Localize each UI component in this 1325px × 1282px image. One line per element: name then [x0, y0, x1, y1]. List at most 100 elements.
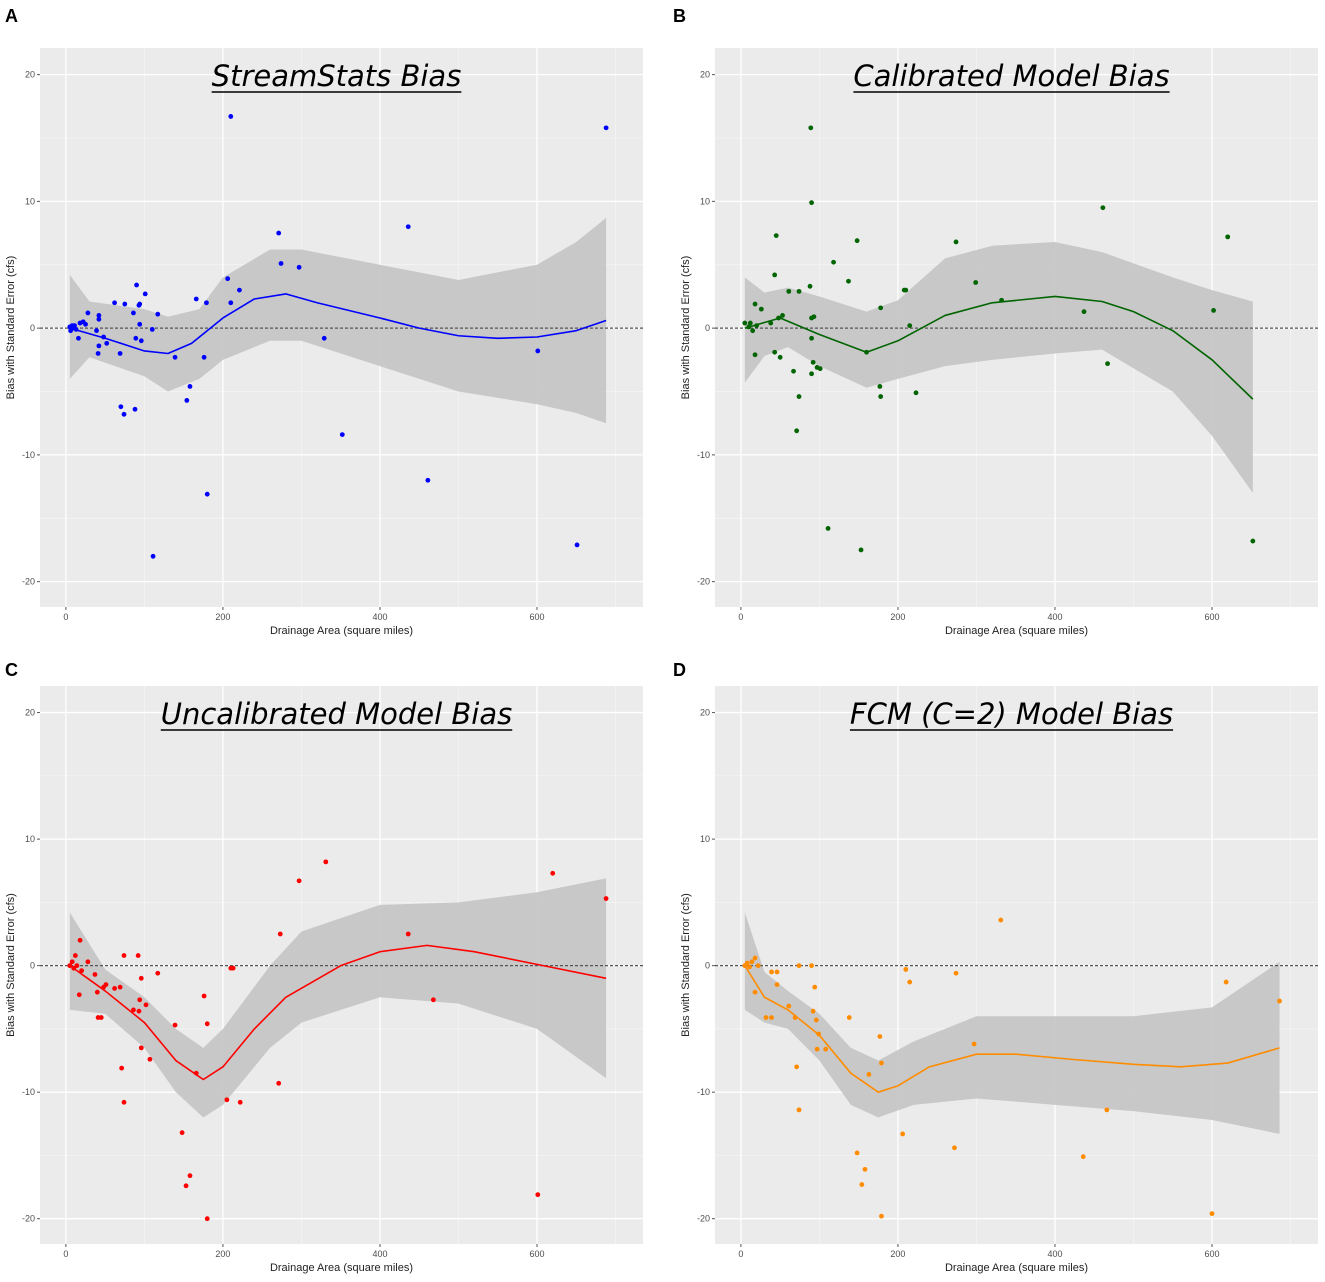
data-point — [812, 984, 818, 990]
x-tick-label: 0 — [738, 612, 743, 622]
data-point — [121, 953, 127, 958]
data-point — [854, 238, 860, 244]
x-tick-label: 600 — [1204, 1249, 1219, 1259]
data-point — [134, 282, 139, 288]
data-point — [193, 1070, 199, 1076]
y-axis-label: Bias with Standard Error (cfs) — [5, 893, 17, 1037]
data-point — [772, 272, 778, 278]
data-point — [953, 970, 959, 976]
data-point — [68, 328, 74, 334]
y-tick-label: -10 — [22, 450, 35, 460]
data-point — [96, 343, 102, 349]
panel-title: FCM (C=2) Model Bias — [850, 697, 1173, 731]
data-point — [67, 963, 73, 969]
data-point — [225, 276, 231, 282]
panel-label: B — [673, 6, 686, 26]
data-point — [69, 959, 75, 965]
data-point — [817, 366, 823, 372]
data-point — [816, 1031, 822, 1037]
data-point — [813, 1017, 819, 1023]
data-point — [425, 477, 431, 483]
data-point — [278, 261, 284, 266]
data-point — [276, 1080, 282, 1086]
data-point — [823, 1046, 829, 1052]
data-point — [117, 984, 123, 990]
y-tick-label: 20 — [700, 70, 710, 80]
smooth-trend-line — [69, 944, 607, 1081]
panel-title: Uncalibrated Model Bias — [161, 697, 513, 731]
data-point — [913, 390, 919, 396]
data-point — [971, 1041, 977, 1047]
data-point — [237, 287, 242, 293]
data-point — [603, 125, 609, 131]
data-point — [825, 526, 831, 531]
data-point — [550, 870, 556, 876]
data-point — [780, 313, 785, 318]
data-point — [574, 542, 580, 548]
confidence-band — [69, 217, 607, 424]
panel-label: C — [5, 660, 18, 680]
data-point — [204, 491, 210, 497]
data-point — [119, 1065, 125, 1071]
y-tick-label: 0 — [705, 961, 710, 971]
x-axis-label: Drainage Area (square miles) — [945, 625, 1088, 637]
data-point — [277, 931, 283, 937]
data-point — [749, 959, 755, 965]
panel-title: StreamStats Bias — [212, 59, 462, 93]
data-point — [150, 553, 156, 559]
data-point — [137, 301, 143, 307]
smooth-trend-line — [744, 295, 1254, 400]
panel-d: D 0 200 400 600 -20 -10 0 10 20 FCM (C=2) Model Bi… — [673, 660, 1318, 1274]
panel-b: B 0 200 400 600 -20 -10 0 10 20 Calibrated Model B… — [673, 6, 1318, 637]
x-tick-label: 0 — [738, 1249, 743, 1259]
x-tick-label: 400 — [372, 1249, 387, 1259]
data-point — [104, 340, 110, 346]
data-point — [752, 352, 758, 358]
data-point — [750, 328, 756, 334]
data-point — [999, 297, 1004, 303]
data-point — [1100, 205, 1106, 211]
data-point — [131, 310, 136, 316]
y-tick-label: -10 — [697, 1087, 710, 1097]
data-point — [769, 969, 774, 975]
data-point — [193, 296, 199, 302]
data-point — [858, 547, 864, 553]
data-point — [774, 982, 780, 988]
data-point — [796, 288, 802, 294]
y-tick-label: 10 — [25, 834, 35, 844]
data-point — [810, 359, 816, 365]
data-point — [809, 963, 814, 969]
data-point — [763, 1015, 769, 1020]
data-point — [879, 1060, 884, 1066]
data-point — [747, 320, 753, 326]
data-point — [77, 937, 83, 943]
smooth-trend-line — [69, 293, 607, 355]
data-point — [204, 1216, 210, 1222]
data-point — [183, 1183, 189, 1189]
data-point — [230, 965, 236, 971]
data-point — [138, 975, 144, 981]
data-point — [1104, 1107, 1110, 1113]
data-point — [187, 384, 193, 389]
data-point — [786, 288, 792, 294]
data-point — [94, 328, 99, 334]
confidence-band — [744, 912, 1280, 1134]
x-tick-label: 200 — [890, 612, 905, 622]
data-point — [879, 1213, 884, 1219]
data-point — [118, 404, 124, 410]
data-point — [998, 917, 1004, 923]
data-point — [79, 968, 85, 974]
y-tick-label: 0 — [30, 961, 35, 971]
y-axis-label: Bias with Standard Error (cfs) — [680, 256, 692, 400]
data-point — [143, 1002, 149, 1008]
data-point — [138, 338, 144, 344]
data-point — [810, 1008, 816, 1014]
data-point — [809, 200, 814, 206]
panel-title: Calibrated Model Bias — [853, 59, 1169, 93]
x-tick-label: 0 — [63, 612, 68, 622]
x-tick-label: 600 — [529, 612, 544, 622]
x-axis-label: Drainage Area (square miles) — [945, 1262, 1088, 1274]
x-tick-label: 200 — [215, 612, 230, 622]
data-point — [907, 979, 913, 985]
